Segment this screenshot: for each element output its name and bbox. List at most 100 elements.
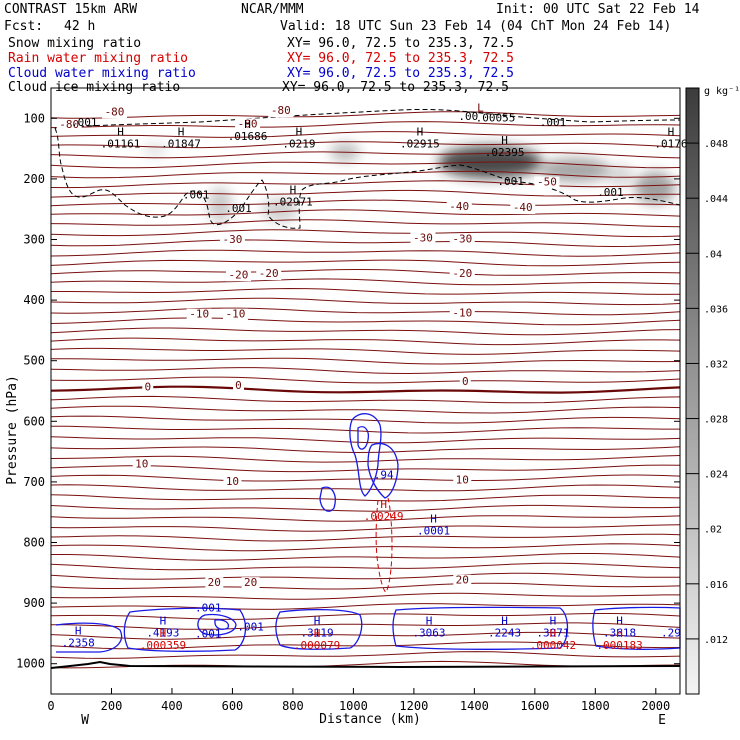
y-tick-label: 600	[23, 414, 45, 428]
cloud-water-label: .0001	[417, 525, 450, 538]
isotherm-line	[50, 239, 681, 248]
isotherm-line	[50, 337, 681, 346]
snow-max-label-marker: H	[417, 125, 424, 138]
cloud-water-label-marker: H	[430, 513, 437, 526]
isotherm-line	[50, 425, 680, 434]
cloud-water-contour	[592, 606, 681, 650]
isotherm-label-bg	[225, 269, 251, 282]
isotherm-line	[50, 562, 681, 571]
isotherm-line	[50, 395, 681, 404]
field-snow-xy: XY= 96.0, 72.5 to 235.3, 72.5	[287, 36, 514, 51]
isotherm-label: -30	[223, 233, 243, 246]
isotherm-line	[50, 347, 681, 355]
snow-max-label-marker: H	[501, 134, 508, 147]
isotherm-line	[50, 219, 681, 228]
isotherm-line	[50, 151, 681, 159]
init-time: Init: 00 UTC Sat 22 Feb 14	[496, 2, 700, 17]
y-axis-label: Pressure (hPa)	[5, 375, 20, 485]
y-tick-label: 300	[23, 233, 45, 247]
contour-labels: -80 -80 -80 -80 -50 -40 -40 -30 -30 -30 -20 -20 -20 -…	[56, 102, 687, 652]
snow-max-label-marker: H	[668, 125, 675, 138]
snow-max-label: .0219	[282, 137, 315, 150]
isotherm-label-bg	[449, 268, 475, 281]
colorbar-label: .048	[704, 139, 728, 150]
isotherm-line	[50, 622, 681, 630]
isotherm-line	[50, 543, 681, 552]
cloud-ice-label: .00055	[476, 111, 516, 124]
snow-max-label: .02395	[485, 146, 525, 159]
isotherm-line	[50, 631, 681, 640]
snow-max-label: .01847	[161, 137, 201, 150]
cloud-water-label: .3119	[301, 626, 334, 639]
cloud-ice-label: .001	[597, 186, 624, 199]
isotherm-line	[50, 484, 681, 492]
isotherm-label: -20	[229, 268, 249, 281]
forecast-hour: 42 h	[64, 19, 96, 34]
isotherm-label: 10	[226, 475, 239, 488]
isotherm-line	[50, 111, 681, 119]
x-tick-label: 200	[101, 699, 123, 713]
plot-frame	[50, 87, 681, 695]
isotherm-label-bg	[449, 233, 475, 246]
rain-max-label: .000359	[140, 639, 186, 652]
cloud-water-label: .3063	[412, 626, 445, 639]
colorbar: g kg⁻¹ .048 .044 .04 .036 .032 .028 .024 .02 .01…	[685, 86, 740, 695]
isotherm-label-bg	[453, 474, 472, 487]
cloud-water-label: .2243	[488, 626, 521, 639]
isotherm-line	[50, 209, 681, 217]
x-tick-label: 0	[47, 699, 54, 713]
field-rain-xy: XY= 96.0, 72.5 to 235.3, 72.5	[287, 51, 514, 66]
rain-max-label-marker: H	[616, 627, 623, 640]
x-tick-label: 600	[222, 699, 244, 713]
isotherm-line	[50, 436, 681, 444]
isotherm-label: 20	[244, 576, 257, 589]
isotherm-label-bg	[241, 577, 260, 590]
x-tick-label: 800	[282, 699, 304, 713]
y-tick-label: 800	[23, 536, 45, 550]
snow-max-label: .01161	[101, 137, 141, 150]
isotherm-label: -20	[259, 267, 279, 280]
temperature-isotherms	[50, 111, 681, 669]
y-tick-label: 500	[23, 354, 45, 368]
isotherm-line	[50, 464, 681, 473]
isotherm-line	[50, 327, 681, 336]
cloud-ice-label: .001	[71, 116, 98, 129]
isotherm-label-bg	[410, 232, 436, 245]
isotherm-label-bg	[222, 308, 248, 321]
isotherm-label-bg	[56, 118, 82, 131]
cloud-water-contour	[214, 619, 230, 630]
isotherm-line	[50, 367, 681, 375]
cloud-water-contour	[392, 606, 569, 650]
rain-max-label: .000183	[596, 639, 642, 652]
cloud-ice-label: .001	[540, 116, 567, 129]
model-title: CONTRAST 15km ARW	[4, 2, 138, 17]
snow-max-label: .02971	[273, 196, 313, 209]
isotherm-line	[50, 259, 681, 267]
cloud-ice-label: .001	[183, 188, 210, 201]
snow-max-label-marker: H	[178, 125, 185, 138]
cloud-water-label-marker: H	[160, 614, 167, 627]
isotherm-line	[50, 180, 681, 189]
ground-line	[50, 660, 681, 669]
isotherm-line	[50, 494, 681, 502]
cloud-water-contour	[357, 426, 370, 450]
rain-max-label-marker: H	[380, 498, 387, 511]
isotherm-label: 10	[135, 457, 148, 470]
isotherm-line	[50, 641, 681, 650]
isotherm-line	[50, 504, 681, 512]
field-cloud-water-xy: XY= 96.0, 72.5 to 235.3, 72.5	[287, 66, 514, 81]
colorbar-label: .012	[704, 635, 728, 646]
isotherm-line	[50, 141, 681, 149]
east-label: E	[658, 713, 666, 728]
isotherm-label: -80	[105, 105, 125, 118]
rain-max-label-marker: H	[550, 627, 557, 640]
snow-max-label-marker: H	[244, 118, 251, 131]
isotherm-label: -40	[449, 200, 469, 213]
x-axis-label: Distance (km)	[319, 712, 421, 727]
colorbar-label: .02	[704, 525, 722, 536]
rain-max-label-marker: H	[160, 627, 167, 640]
isotherm-label: -10	[226, 308, 246, 321]
x-tick-label: 2000	[641, 699, 670, 713]
